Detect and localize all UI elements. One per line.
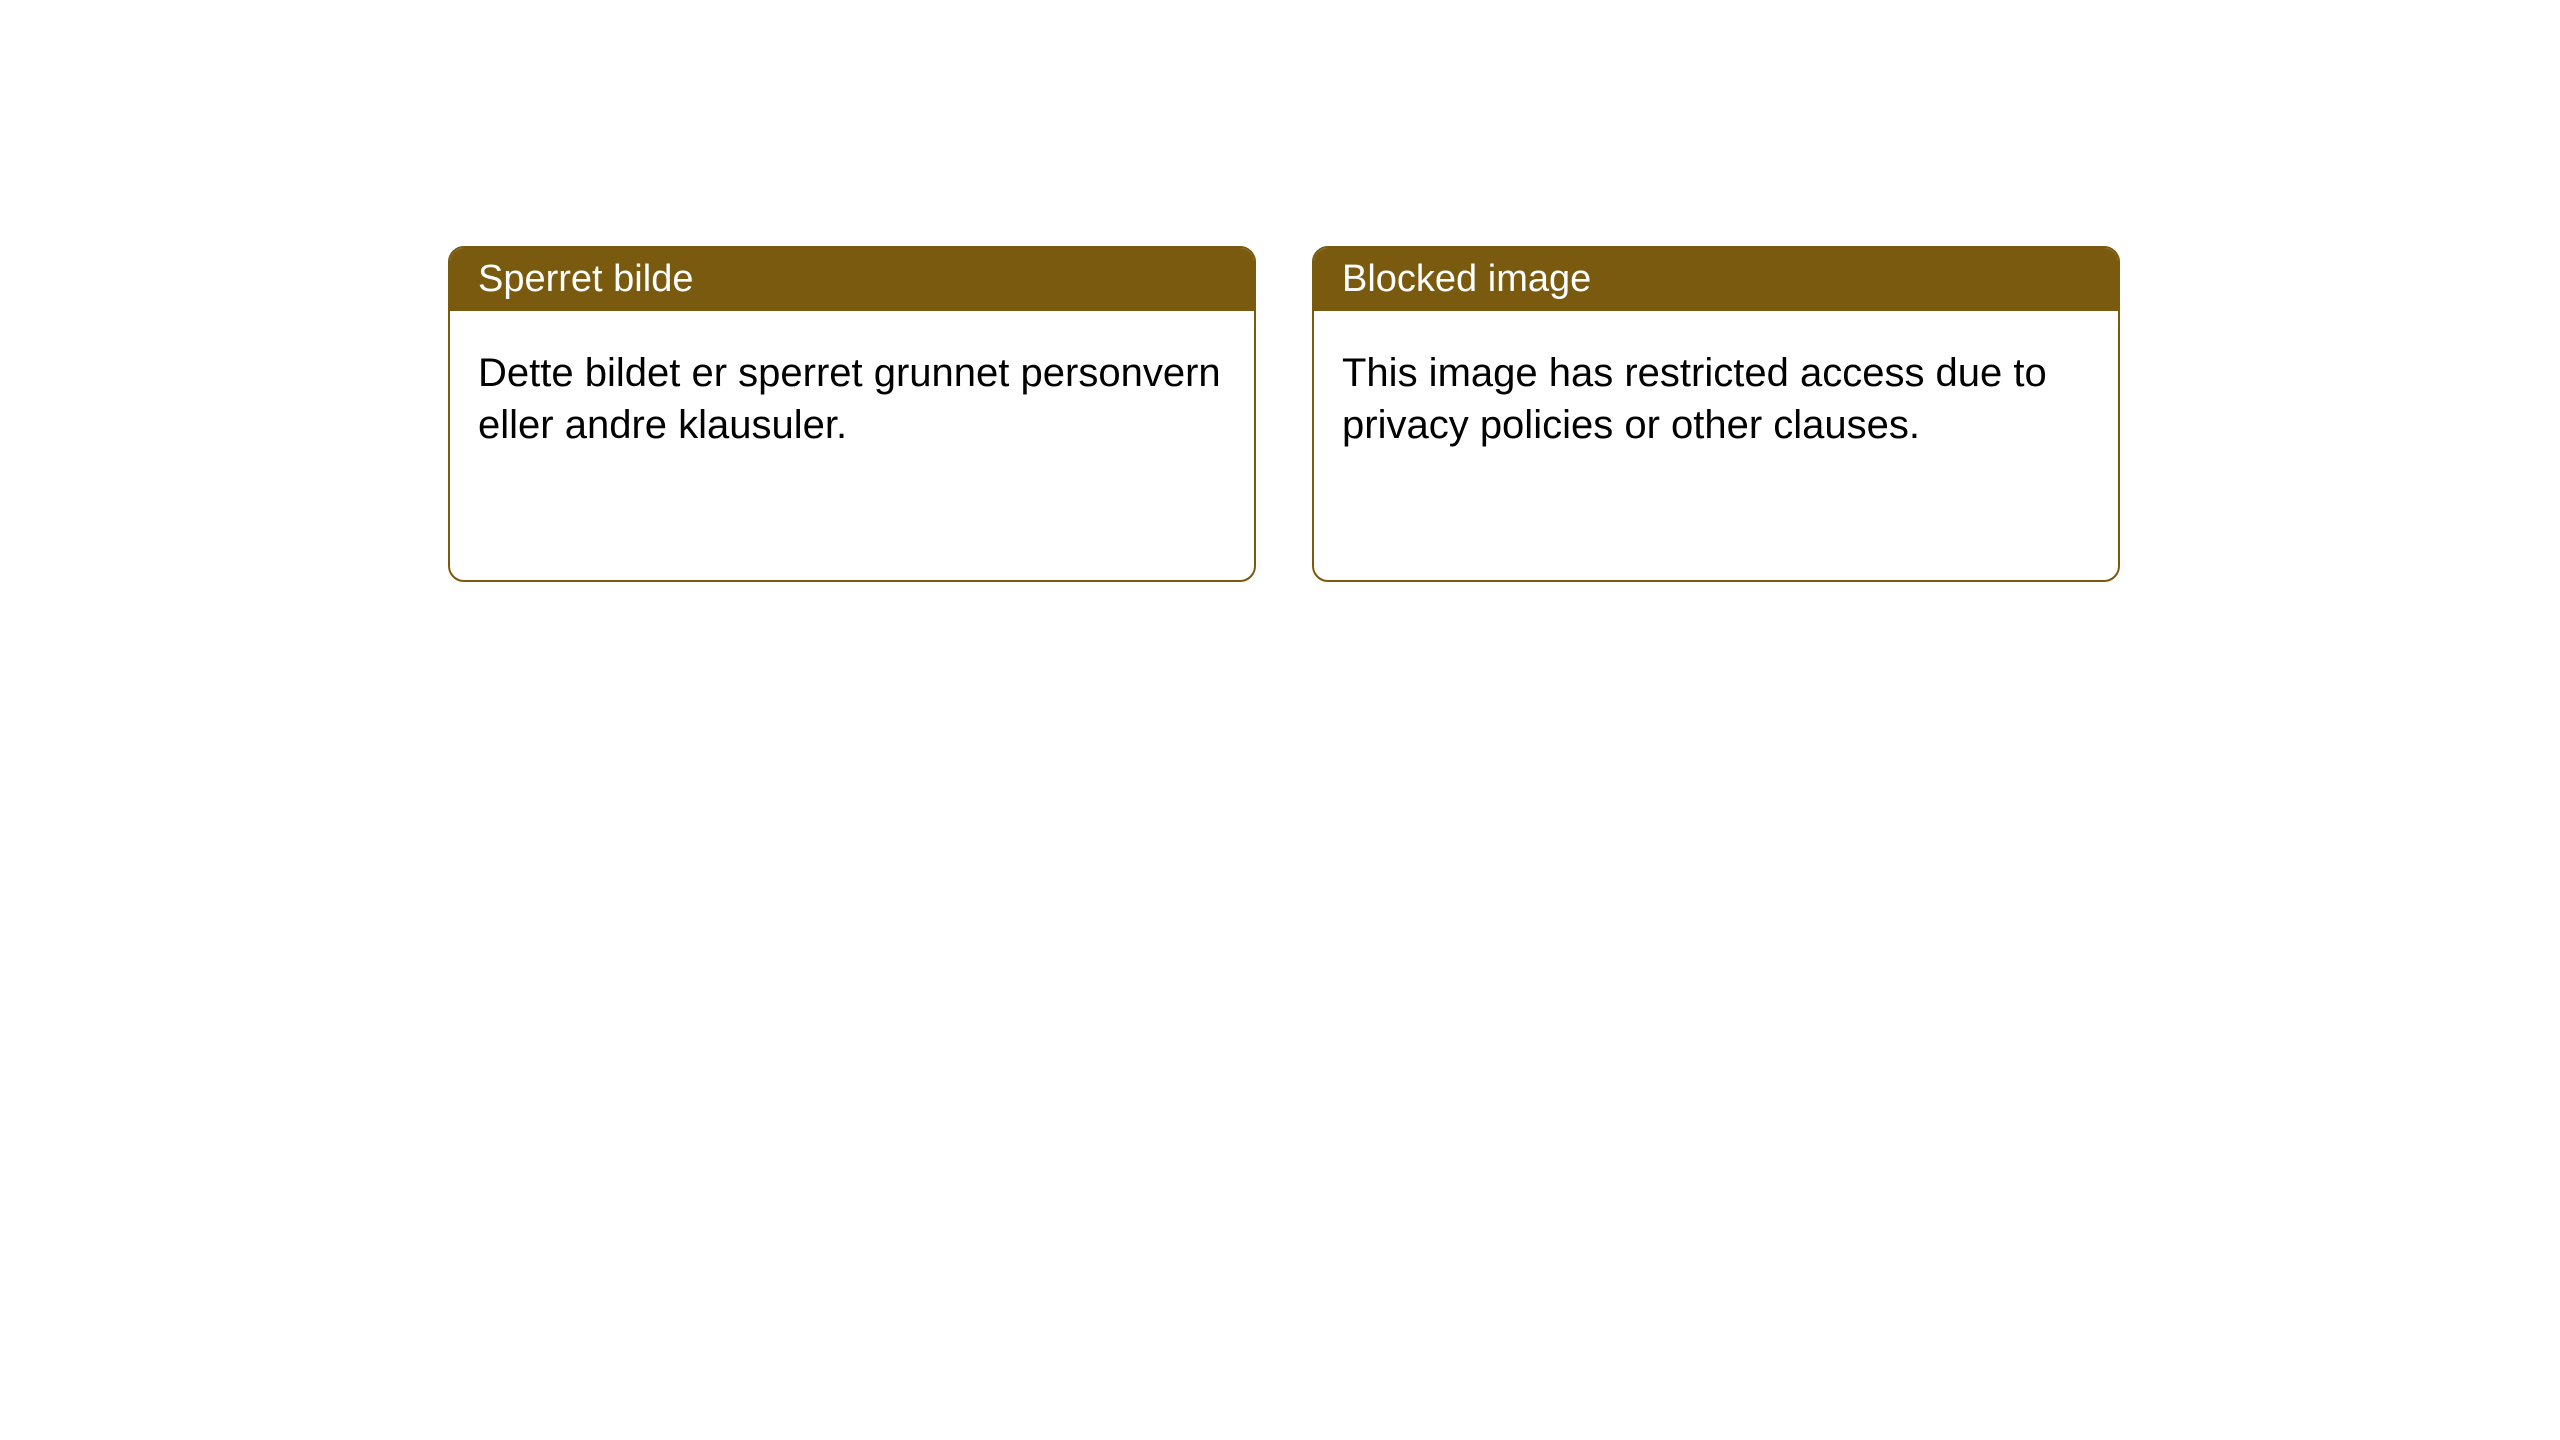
card-body-text: This image has restricted access due to …	[1342, 351, 2047, 447]
card-header: Blocked image	[1314, 248, 2118, 311]
card-body: This image has restricted access due to …	[1314, 311, 2118, 487]
notice-container: Sperret bilde Dette bildet er sperret gr…	[0, 0, 2560, 582]
card-title: Blocked image	[1342, 258, 1591, 300]
notice-card-norwegian: Sperret bilde Dette bildet er sperret gr…	[448, 246, 1256, 582]
card-title: Sperret bilde	[478, 258, 693, 300]
notice-card-english: Blocked image This image has restricted …	[1312, 246, 2120, 582]
card-body: Dette bildet er sperret grunnet personve…	[450, 311, 1254, 487]
card-header: Sperret bilde	[450, 248, 1254, 311]
card-body-text: Dette bildet er sperret grunnet personve…	[478, 351, 1221, 447]
